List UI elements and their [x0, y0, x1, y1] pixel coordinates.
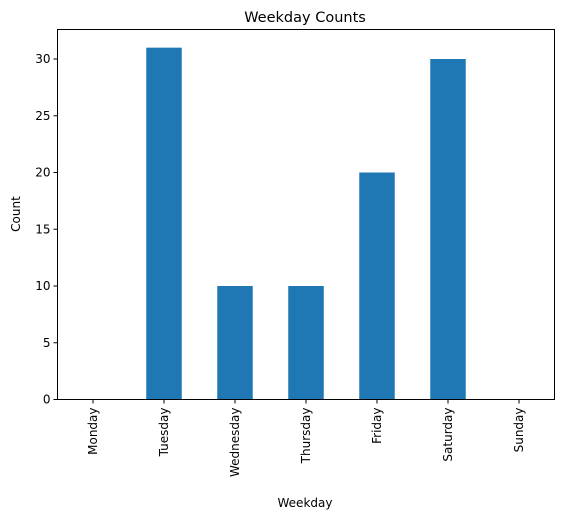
x-tick-label-friday: Friday — [370, 408, 384, 444]
x-tick-label-thursday: Thursday — [299, 408, 313, 465]
y-tick-label-5: 5 — [43, 336, 51, 350]
y-tick-label-10: 10 — [35, 279, 50, 293]
chart-title: Weekday Counts — [244, 10, 366, 26]
x-tick-label-monday: Monday — [86, 408, 100, 455]
x-axis-label: Weekday — [278, 496, 333, 510]
x-tick-label-wednesday: Wednesday — [228, 408, 242, 477]
bar-friday — [359, 172, 395, 400]
y-tick-label-20: 20 — [35, 166, 50, 180]
x-tick-label-saturday: Saturday — [441, 408, 455, 462]
y-axis-label: Count — [9, 196, 23, 232]
y-tick-label-30: 30 — [35, 52, 50, 66]
bar-tuesday — [146, 47, 182, 400]
y-tick-label-15: 15 — [35, 222, 50, 236]
bar-thursday — [288, 286, 324, 400]
y-tick-label-0: 0 — [43, 393, 51, 407]
bar-saturday — [430, 59, 466, 400]
x-tick-label-sunday: Sunday — [512, 408, 526, 453]
y-tick-label-25: 25 — [35, 109, 50, 123]
bar-wednesday — [217, 286, 253, 400]
plot-area — [146, 47, 466, 400]
x-tick-label-tuesday: Tuesday — [157, 408, 171, 458]
